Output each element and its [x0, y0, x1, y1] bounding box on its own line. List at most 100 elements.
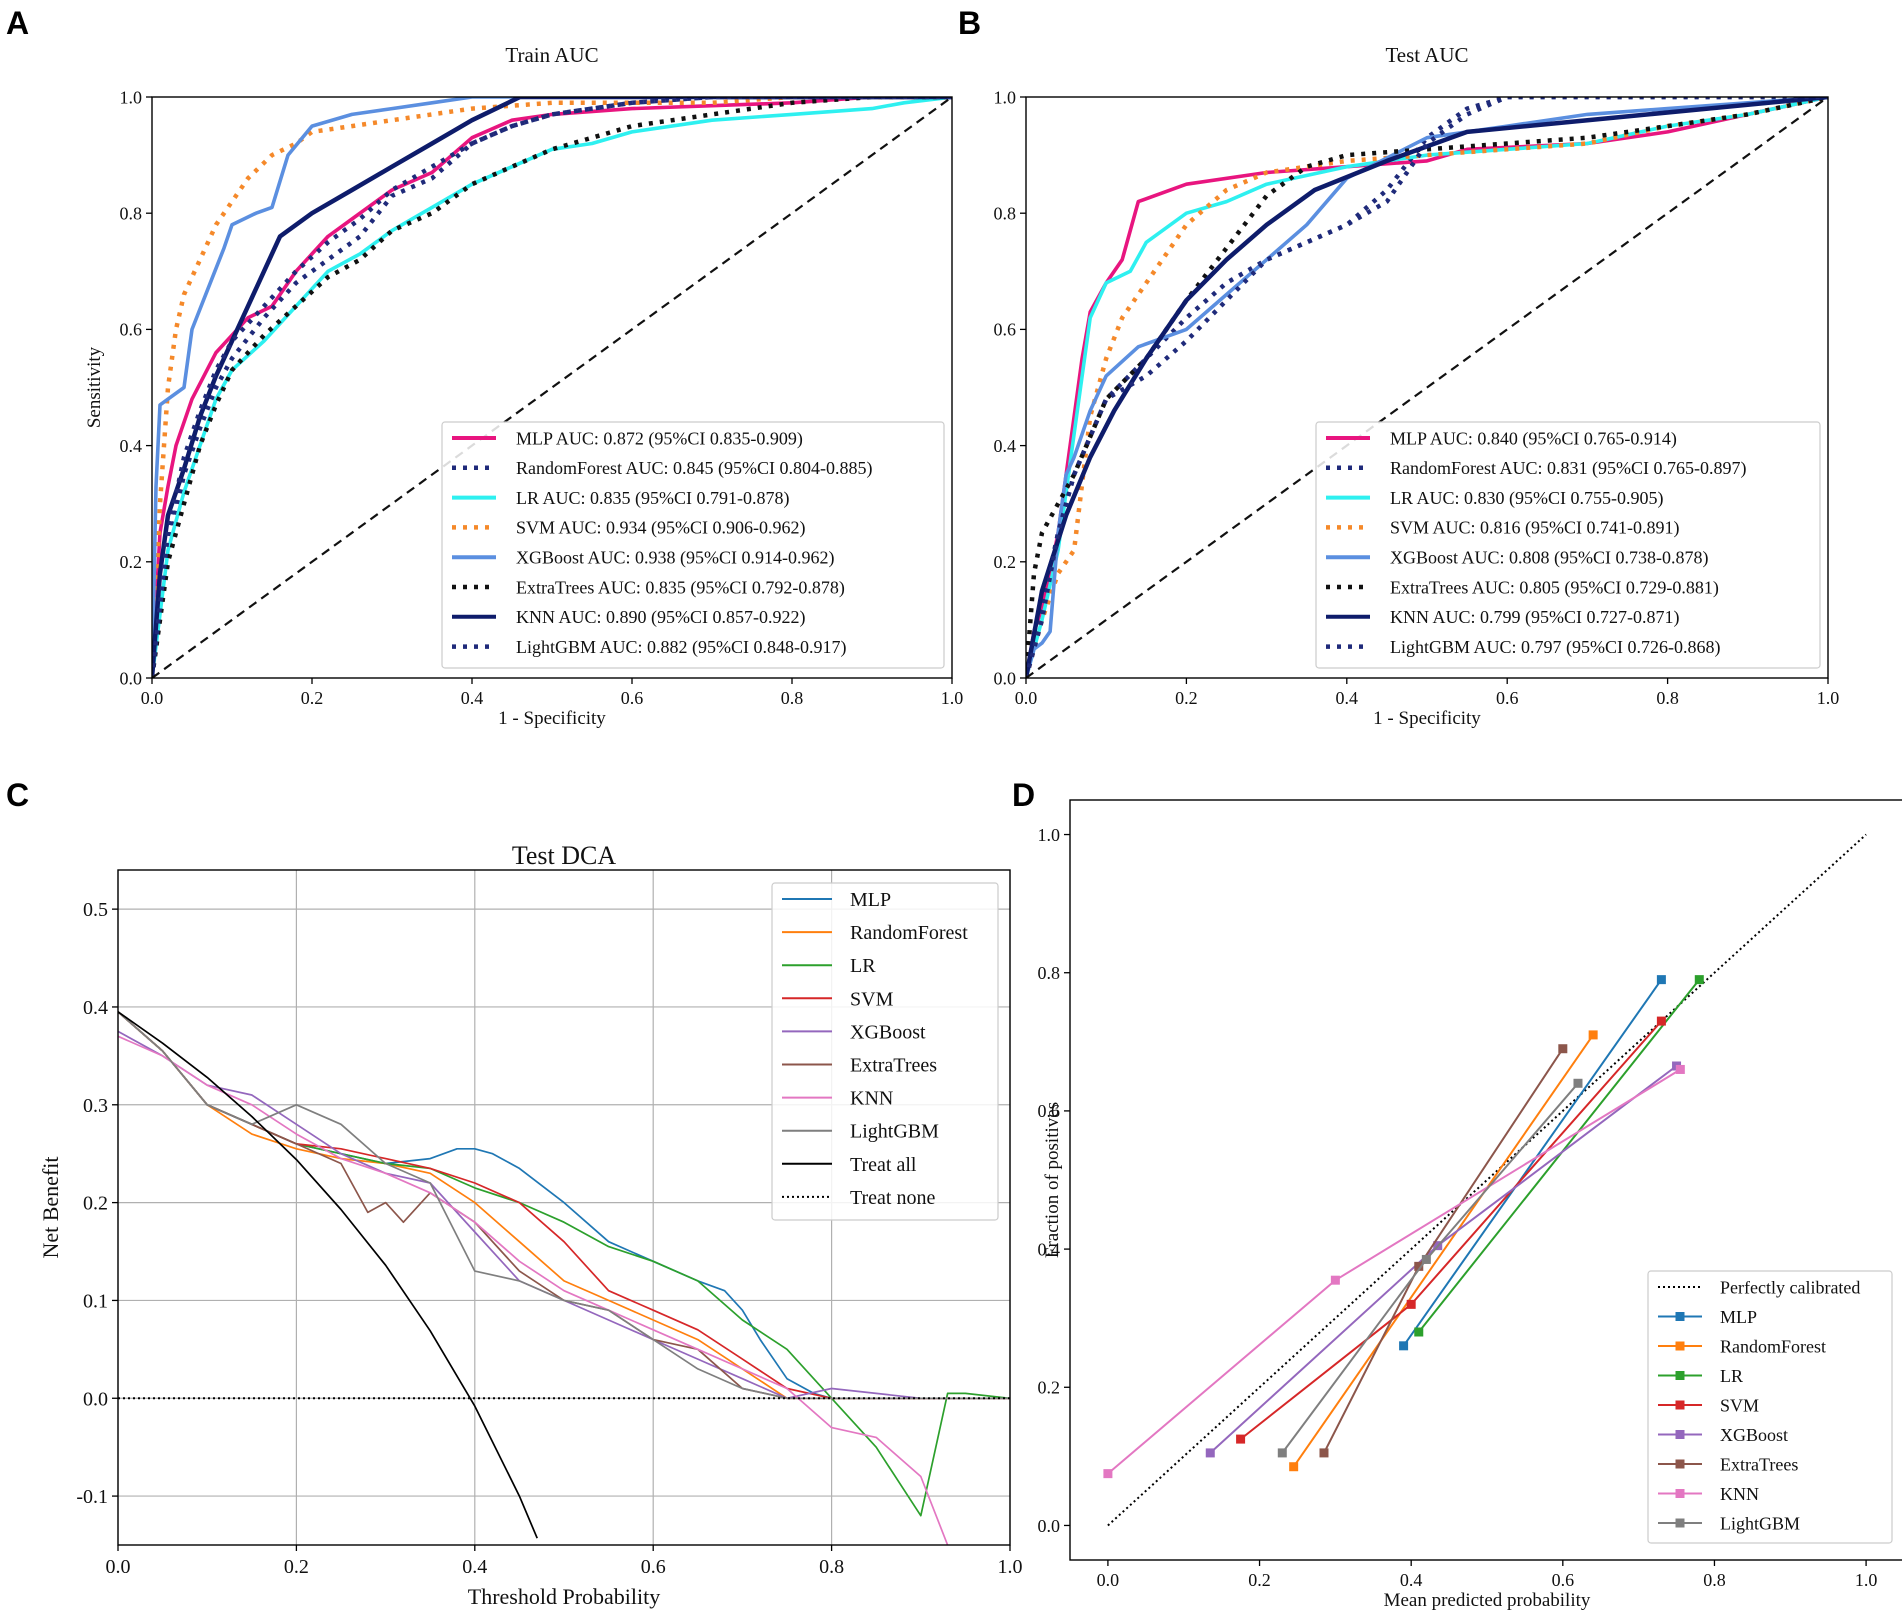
legend-marker-xgboost	[1675, 1430, 1685, 1439]
series-line-lightgbm	[1026, 97, 1828, 678]
x-tick-label: 1.0	[941, 688, 964, 708]
y-tick-label: 0.6	[120, 320, 143, 340]
y-tick-label: 1.0	[1038, 825, 1061, 845]
y-tick-label: 0.6	[994, 320, 1017, 340]
panel-c: C 0.0 0.2 0.4 0.6 0.8 1.0-0.10.00.10.20.30.40…	[6, 777, 1023, 1609]
panel-a: A 0.0 0.2 0.4 0.6 0.8 1.0 0.0 0.2 0.4 0.6 0.8 1.0 Tr…	[6, 5, 963, 729]
y-tick-label: 0.0	[994, 668, 1017, 688]
series-line-knn	[118, 1035, 949, 1545]
legend-label-knn: KNN	[850, 1088, 893, 1110]
series-point-mlp-1	[1656, 975, 1666, 985]
legend-label-perfectly-calibrated: Perfectly calibrated	[1720, 1277, 1860, 1297]
chart-title: Test DCA	[512, 841, 617, 870]
legend-label-lightgbm: LightGBM AUC: 0.797 (95%CI 0.726-0.868)	[1390, 637, 1721, 658]
legend: MLP AUC: 0.840 (95%CI 0.765-0.914) Random…	[1315, 421, 1821, 669]
y-tick-label: 0.2	[83, 1193, 108, 1215]
series-point-knn-1	[1330, 1275, 1340, 1285]
chart-title: Train AUC	[505, 43, 598, 67]
axes-frame	[151, 96, 953, 679]
legend-label-lr: LR AUC: 0.830 (95%CI 0.755-0.905)	[1390, 488, 1664, 509]
x-tick-label: 0.2	[301, 688, 324, 708]
legend-label-extratrees: ExtraTrees AUC: 0.805 (95%CI 0.729-0.881…	[1390, 577, 1719, 598]
x-axis-label: Threshold Probability	[468, 1584, 660, 1609]
x-tick-label: 0.6	[621, 688, 644, 708]
x-tick-label: 1.0	[1855, 1570, 1878, 1590]
y-tick-label: 0.5	[83, 899, 108, 921]
series-line-xgboost	[1026, 97, 1828, 678]
x-tick-label: 0.2	[1175, 688, 1198, 708]
series-point-randomforest-0	[1289, 1462, 1299, 1472]
y-tick-label: 0.4	[1038, 1239, 1061, 1259]
series-line-svm	[1026, 97, 1828, 678]
legend-label-mlp: MLP AUC: 0.872 (95%CI 0.835-0.909)	[516, 428, 803, 449]
chart-test-auc: 0.0 0.2 0.4 0.6 0.8 1.0 0.0 0.2 0.4 0.6 0.8 1.0 Test…	[994, 43, 1840, 729]
y-tick-label: 0.2	[1038, 1378, 1061, 1398]
x-tick-label: 0.6	[641, 1556, 666, 1578]
panel-letter-b: B	[958, 5, 981, 41]
x-tick-label: 0.4	[462, 1556, 487, 1578]
legend-box	[1647, 1270, 1893, 1544]
x-axis-label: 1 - Specificity	[498, 708, 606, 729]
legend-label-xgboost: XGBoost	[1720, 1425, 1788, 1445]
legend-label-mlp: MLP	[850, 889, 891, 911]
y-tick-label: 1.0	[994, 87, 1017, 107]
y-tick-label: 0.8	[120, 204, 143, 224]
series-line-knn	[1107, 1068, 1681, 1475]
series-line-lightgbm	[118, 1011, 1010, 1400]
legend-marker-knn	[1675, 1489, 1685, 1498]
series-point-svm-0	[1236, 1434, 1246, 1444]
y-axis-label: Sensitivity	[84, 346, 105, 428]
series-line-knn	[152, 97, 952, 678]
legend-marker-lightgbm	[1675, 1518, 1685, 1528]
series-line-extratrees	[152, 97, 952, 678]
legend-label-svm: SVM AUC: 0.816 (95%CI 0.741-0.891)	[1390, 518, 1680, 539]
series-line-chance	[1026, 97, 1828, 678]
x-tick-label: 1.0	[998, 1556, 1023, 1578]
x-tick-label: 0.2	[1248, 1570, 1271, 1590]
y-tick-label: 0.0	[1038, 1516, 1061, 1536]
panel-letter-c: C	[6, 777, 29, 813]
axes-frame	[1025, 96, 1829, 679]
x-tick-label: 0.8	[1656, 688, 1679, 708]
legend-label-extratrees: ExtraTrees	[850, 1055, 937, 1077]
panel-letter-a: A	[6, 5, 29, 41]
legend: MLP RandomForest LR SVM XGBoost ExtraTrees KNN…	[771, 882, 999, 1221]
legend-label-lr: LR AUC: 0.835 (95%CI 0.791-0.878)	[516, 488, 790, 509]
y-axis-label: Net Benefit	[38, 1156, 63, 1258]
legend-label-xgboost: XGBoost AUC: 0.938 (95%CI 0.914-0.962)	[516, 548, 835, 569]
series-point-lightgbm-2	[1573, 1078, 1583, 1088]
x-tick-label: 0.2	[284, 1556, 309, 1578]
x-tick-label: 1.0	[1817, 688, 1840, 708]
series-point-xgboost-0	[1205, 1448, 1215, 1458]
y-tick-label: 0.4	[83, 997, 108, 1019]
series-point-extratrees-1	[1414, 1261, 1424, 1271]
legend-label-randomforest: RandomForest AUC: 0.831 (95%CI 0.765-0.8…	[1390, 458, 1746, 479]
series-point-lightgbm-1	[1421, 1254, 1431, 1264]
legend-label-treat-all: Treat all	[850, 1154, 917, 1176]
x-tick-label: 0.4	[461, 688, 484, 708]
legend-label-knn: KNN	[1720, 1484, 1759, 1504]
series-point-extratrees-2	[1558, 1044, 1568, 1054]
y-tick-label: -0.1	[76, 1486, 108, 1508]
panel-d: D 0.0 0.2 0.4 0.6 0.8 1.0 0.0 0.2 0.4 0.6 0.8 1.0 Me…	[1012, 777, 1902, 1610]
series-point-randomforest-1	[1588, 1030, 1598, 1040]
legend-label-randomforest: RandomForest	[1720, 1336, 1826, 1356]
plot-area-series	[1103, 833, 1867, 1527]
panel-letter-d: D	[1012, 777, 1035, 813]
x-tick-label: 0.0	[141, 688, 164, 708]
series-point-lr-0	[1414, 1327, 1424, 1337]
series-line-xgboost	[152, 97, 952, 678]
plot-area-series	[118, 1011, 1010, 1545]
legend-label-knn: KNN AUC: 0.890 (95%CI 0.857-0.922)	[516, 607, 806, 628]
axes-frame	[117, 869, 1011, 1546]
legend-label-lightgbm: LightGBM AUC: 0.882 (95%CI 0.848-0.917)	[516, 637, 847, 658]
y-tick-label: 0.0	[83, 1388, 108, 1410]
chart-title: Test AUC	[1385, 43, 1468, 67]
legend-marker-svm	[1675, 1400, 1685, 1410]
x-tick-label: 0.4	[1336, 688, 1359, 708]
legend-marker-mlp	[1675, 1312, 1685, 1321]
series-point-knn-2	[1675, 1064, 1685, 1074]
series-point-knn-0	[1103, 1469, 1113, 1479]
series-point-mlp-0	[1399, 1341, 1409, 1351]
y-tick-label: 0.4	[994, 436, 1017, 456]
